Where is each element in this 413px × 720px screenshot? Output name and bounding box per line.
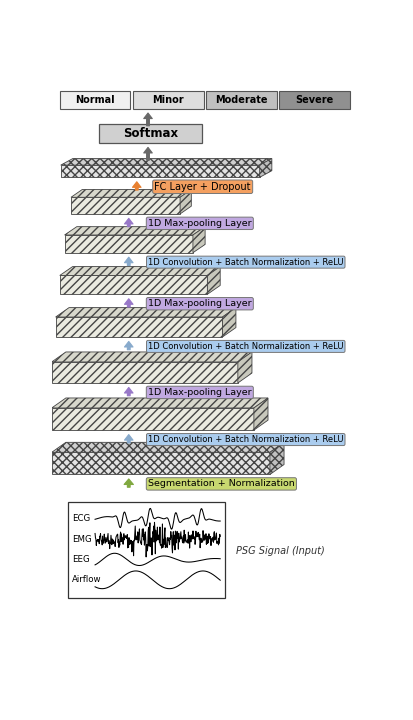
Text: EEG: EEG [71,555,89,564]
Text: Segmentation + Normalization: Segmentation + Normalization [148,480,294,488]
Polygon shape [71,197,180,214]
Text: Minor: Minor [152,95,184,104]
Polygon shape [52,362,237,383]
Text: Moderate: Moderate [215,95,267,104]
Polygon shape [52,442,283,452]
Bar [206,91,276,109]
Polygon shape [64,227,204,235]
Polygon shape [259,158,271,177]
Text: 1D Convolution + Batch Normalization + ReLU: 1D Convolution + Batch Normalization + R… [148,258,343,266]
Text: Airflow: Airflow [71,575,101,585]
Text: 1D Convolution + Batch Normalization + ReLU: 1D Convolution + Batch Normalization + R… [148,342,343,351]
Text: FC Layer + Dropout: FC Layer + Dropout [154,181,250,192]
Polygon shape [52,452,269,474]
Text: EMG: EMG [71,535,91,544]
Polygon shape [59,266,220,276]
Text: Normal: Normal [75,95,114,104]
Polygon shape [253,398,267,430]
Polygon shape [52,408,253,430]
Text: 1D Max-pooling Layer: 1D Max-pooling Layer [148,300,251,308]
Text: 1D Convolution + Batch Normalization + ReLU: 1D Convolution + Batch Normalization + R… [148,435,343,444]
Bar [278,91,349,109]
Text: Softmax: Softmax [123,127,178,140]
Bar [59,91,130,109]
Polygon shape [71,189,191,197]
Polygon shape [59,276,207,294]
Polygon shape [64,235,192,253]
Polygon shape [180,189,191,214]
Polygon shape [52,398,267,408]
FancyBboxPatch shape [99,124,202,143]
Text: PSG Signal (Input): PSG Signal (Input) [236,546,324,556]
Text: ECG: ECG [71,514,90,523]
Polygon shape [55,317,222,337]
Polygon shape [55,307,235,317]
Polygon shape [52,352,252,362]
Bar [68,503,225,598]
Text: 1D Max-pooling Layer: 1D Max-pooling Layer [148,219,251,228]
Text: Severe: Severe [295,95,333,104]
Polygon shape [61,165,259,177]
Bar [133,91,203,109]
Polygon shape [269,442,283,474]
Polygon shape [61,158,271,165]
Polygon shape [207,266,220,294]
Text: 1D Max-pooling Layer: 1D Max-pooling Layer [148,388,251,397]
Polygon shape [237,352,252,383]
Polygon shape [222,307,235,337]
Polygon shape [192,227,204,253]
